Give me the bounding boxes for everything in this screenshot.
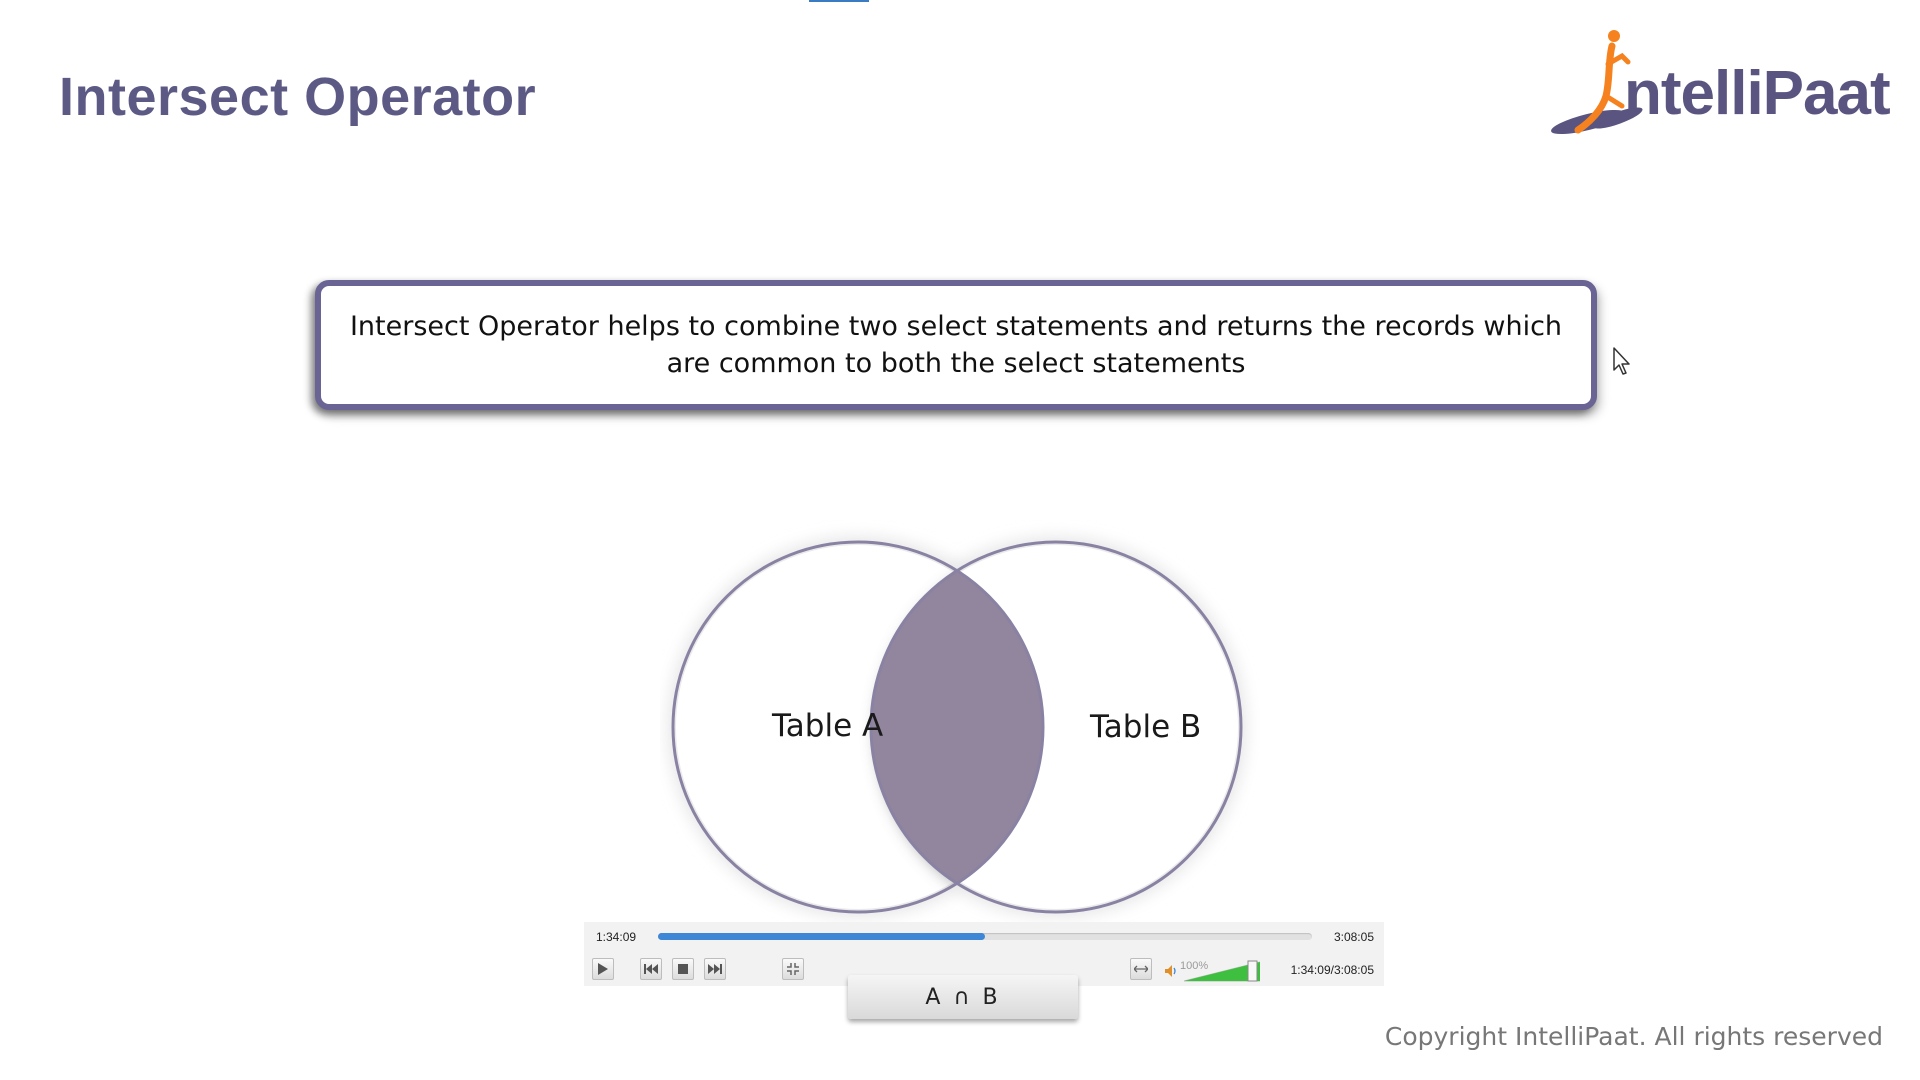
mouse-cursor-icon bbox=[1613, 347, 1630, 375]
intellipaat-logo: ntelliPaat bbox=[1548, 22, 1904, 150]
fullscreen-icon bbox=[787, 963, 799, 975]
table-b-label: Table B bbox=[1089, 709, 1201, 745]
stop-button[interactable] bbox=[672, 958, 694, 980]
circle-b-outline bbox=[869, 540, 1243, 914]
volume-knob[interactable] bbox=[1247, 960, 1258, 982]
current-time: 1:34:09 bbox=[596, 930, 637, 944]
slide-title: Intersect Operator bbox=[59, 67, 537, 127]
fullscreen-toggle-button[interactable] bbox=[782, 958, 804, 980]
total-time: 3:08:05 bbox=[1333, 930, 1374, 944]
stretch-button[interactable] bbox=[1130, 958, 1152, 980]
top-progress-mark bbox=[809, 0, 869, 2]
volume-slider[interactable] bbox=[1184, 960, 1260, 982]
circle-a-outline bbox=[671, 540, 1045, 914]
time-readout: 1:34:09/3:08:05 bbox=[1290, 963, 1374, 977]
seek-bar-progress bbox=[658, 933, 985, 940]
table-a-label: Table A bbox=[771, 708, 883, 744]
stretch-icon bbox=[1134, 965, 1148, 973]
play-icon bbox=[598, 963, 608, 975]
next-icon bbox=[708, 964, 722, 974]
media-player-bar: 1:34:09 3:08:05 100% 1:34:09/3:08:05 bbox=[584, 922, 1384, 986]
definition-box: Intersect Operator helps to combine two … bbox=[315, 280, 1597, 410]
speaker-icon[interactable] bbox=[1164, 964, 1178, 978]
intersection-region bbox=[871, 542, 1043, 912]
previous-icon bbox=[644, 964, 658, 974]
volume-level bbox=[1184, 962, 1260, 981]
seek-bar[interactable] bbox=[658, 933, 1312, 940]
play-button[interactable] bbox=[592, 958, 614, 980]
definition-text: Intersect Operator helps to combine two … bbox=[349, 311, 1563, 379]
logo-mark-icon bbox=[1551, 30, 1643, 135]
logo-wordmark: ntelliPaat bbox=[1624, 59, 1891, 128]
next-button[interactable] bbox=[704, 958, 726, 980]
venn-diagram: Table A Table B bbox=[668, 537, 1246, 917]
intersection-label: A ∩ B bbox=[848, 975, 1078, 1019]
volume-label: 100% bbox=[1180, 960, 1209, 972]
copyright-notice: Copyright IntelliPaat. All rights reserv… bbox=[1384, 1022, 1883, 1051]
previous-button[interactable] bbox=[640, 958, 662, 980]
stop-icon bbox=[678, 964, 688, 974]
